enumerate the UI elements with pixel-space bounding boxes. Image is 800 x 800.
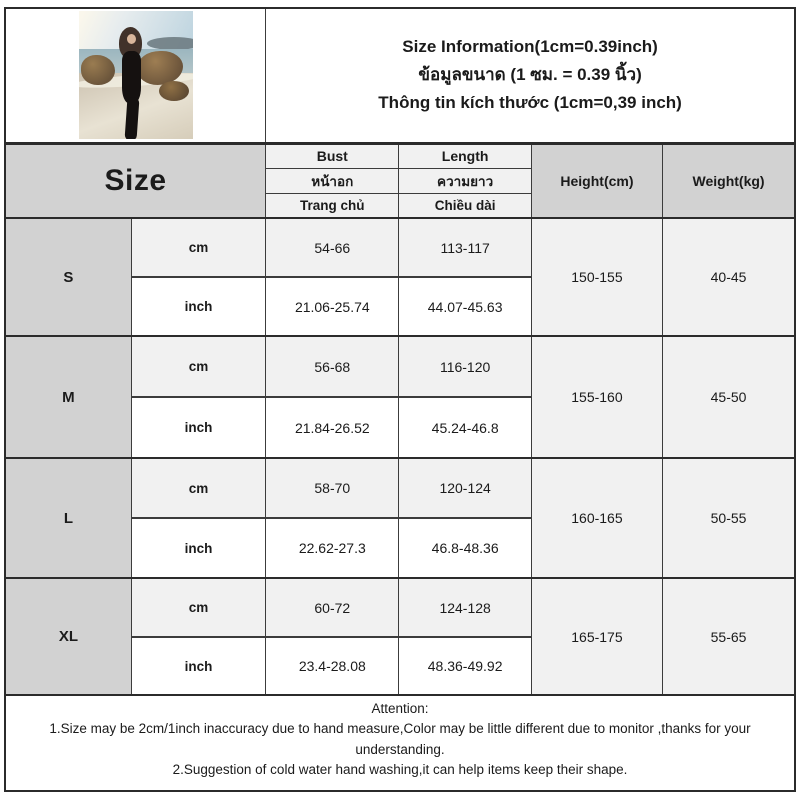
unit-label-inch: inch	[130, 396, 267, 459]
title-thai: ข้อมูลขนาด (1 ซม. = 0.39 นิ้ว)	[418, 65, 642, 85]
col-header-length-thai: ความยาว	[398, 167, 532, 194]
unit-label-inch: inch	[130, 636, 267, 696]
cell-m-length-cm: 116-120	[398, 335, 532, 398]
cell-xl-bust-inch: 23.4-28.08	[265, 636, 400, 696]
cell-m-height: 155-160	[530, 335, 664, 459]
col-header-bust-viet: Trang chủ	[265, 192, 400, 219]
cell-l-weight: 50-55	[662, 457, 796, 579]
photo-rock	[80, 55, 115, 86]
cell-xl-length-cm: 124-128	[398, 577, 532, 638]
size-label-l: L	[4, 457, 132, 579]
attention-note-1: 1.Size may be 2cm/1inch inaccuracy due t…	[49, 721, 751, 757]
unit-label-cm: cm	[130, 217, 267, 278]
cell-m-bust-cm: 56-68	[265, 335, 400, 398]
col-header-bust-thai: หน้าอก	[265, 167, 400, 194]
photo-model-dress	[121, 51, 141, 104]
cell-xl-weight: 55-65	[662, 577, 796, 696]
unit-label-cm: cm	[130, 457, 267, 519]
cell-l-length-inch: 46.8-48.36	[398, 517, 532, 579]
cell-l-bust-inch: 22.62-27.3	[265, 517, 400, 579]
size-chart-table: Size Information(1cm=0.39inch) ข้อมูลขนา…	[4, 7, 796, 792]
size-label-m: M	[4, 335, 132, 459]
cell-l-height: 160-165	[530, 457, 664, 579]
cell-l-length-cm: 120-124	[398, 457, 532, 519]
attention-note-2: 2.Suggestion of cold water hand washing,…	[172, 761, 628, 777]
title-vietnamese: Thông tin kích thước (1cm=0,39 inch)	[378, 93, 682, 113]
attention-title: Attention:	[371, 701, 429, 716]
col-header-length-viet: Chiều dài	[398, 192, 532, 219]
cell-s-height: 150-155	[530, 217, 664, 337]
cell-s-bust-inch: 21.06-25.74	[265, 276, 400, 337]
title-cell: Size Information(1cm=0.39inch) ข้อมูลขนา…	[265, 7, 796, 145]
cell-l-bust-cm: 58-70	[265, 457, 400, 519]
col-header-height: Height(cm)	[530, 142, 664, 219]
photo-cell	[4, 7, 267, 145]
photo-model-legs	[124, 96, 140, 140]
unit-label-cm: cm	[130, 577, 267, 638]
unit-label-inch: inch	[130, 276, 267, 337]
unit-label-inch: inch	[130, 517, 267, 579]
size-label-s: S	[4, 217, 132, 337]
cell-xl-height: 165-175	[530, 577, 664, 696]
cell-m-weight: 45-50	[662, 335, 796, 459]
cell-xl-length-inch: 48.36-49.92	[398, 636, 532, 696]
cell-xl-bust-cm: 60-72	[265, 577, 400, 638]
cell-s-weight: 40-45	[662, 217, 796, 337]
col-header-length: Length	[398, 142, 532, 169]
title-english: Size Information(1cm=0.39inch)	[402, 37, 658, 57]
size-header: Size	[4, 142, 267, 219]
unit-label-cm: cm	[130, 335, 267, 398]
cell-s-length-inch: 44.07-45.63	[398, 276, 532, 337]
cell-m-bust-inch: 21.84-26.52	[265, 396, 400, 459]
product-photo	[78, 11, 193, 140]
photo-rock	[158, 81, 189, 102]
photo-headland	[146, 37, 193, 51]
cell-m-length-inch: 45.24-46.8	[398, 396, 532, 459]
photo-model-face	[126, 34, 136, 45]
cell-s-bust-cm: 54-66	[265, 217, 400, 278]
size-label-xl: XL	[4, 577, 132, 696]
photo-rock	[136, 51, 183, 86]
cell-s-length-cm: 113-117	[398, 217, 532, 278]
col-header-weight: Weight(kg)	[662, 142, 796, 219]
col-header-bust: Bust	[265, 142, 400, 169]
attention-note: Attention: 1.Size may be 2cm/1inch inacc…	[4, 694, 796, 792]
